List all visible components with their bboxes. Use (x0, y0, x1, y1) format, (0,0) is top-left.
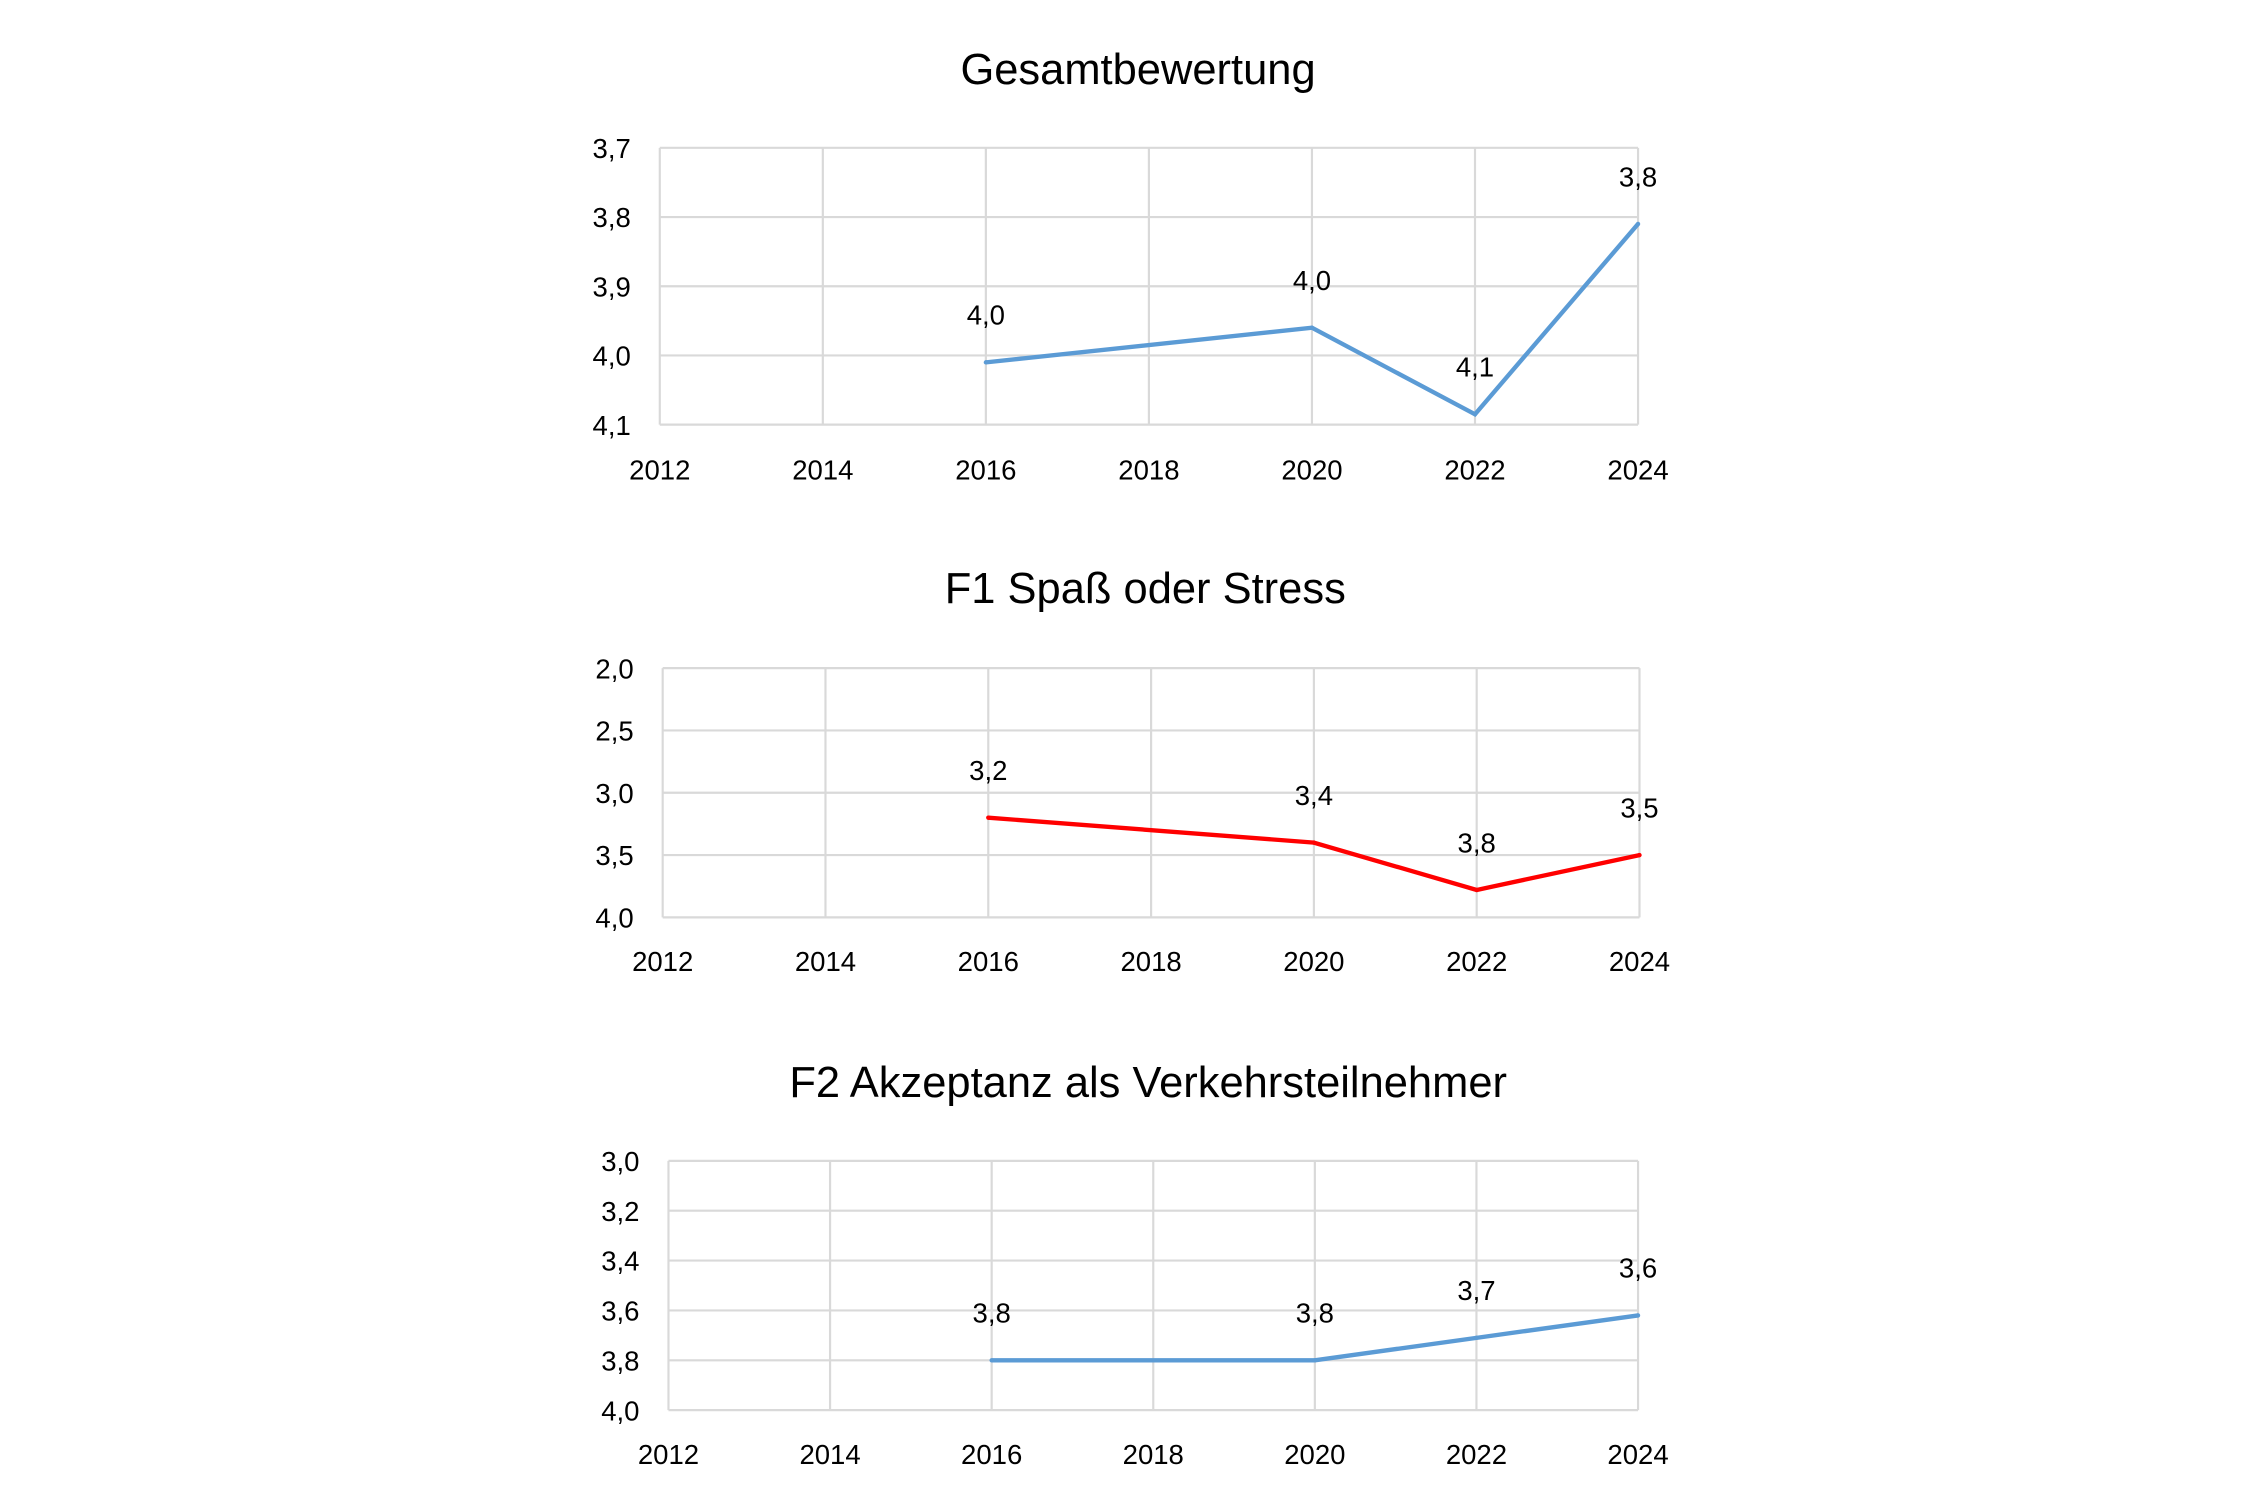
data-point (1312, 1358, 1318, 1363)
x-tick-label: 2020 (1283, 946, 1344, 977)
x-tick-label: 2014 (792, 455, 853, 486)
data-label: 3,2 (969, 755, 1007, 786)
x-tick-label: 2012 (632, 946, 693, 977)
data-point (1474, 887, 1479, 893)
data-label: 3,7 (1457, 1275, 1495, 1306)
data-point (1635, 1313, 1641, 1318)
chart-title: F2 Akzeptanz als Verkehrsteilnehmer (789, 1059, 1507, 1107)
data-label: 3,5 (1620, 792, 1658, 823)
x-tick-label: 2022 (1446, 1439, 1507, 1470)
series-line (988, 815, 1640, 893)
y-tick-label: 3,2 (601, 1196, 639, 1227)
x-tick-label: 2024 (1607, 1439, 1668, 1470)
x-tick-label: 2016 (961, 1439, 1022, 1470)
y-tick-label: 4,0 (595, 903, 633, 934)
data-point (1637, 852, 1642, 858)
data-point (1311, 840, 1317, 845)
data-point (989, 1358, 994, 1363)
x-tick-label: 2022 (1444, 455, 1505, 486)
x-tick-label: 2014 (799, 1439, 860, 1470)
chart-title: F1 Spaß oder Stress (945, 565, 1346, 613)
data-label: 4,0 (967, 300, 1005, 331)
x-tick-label: 2020 (1284, 1439, 1345, 1470)
data-label: 4,0 (1293, 265, 1331, 296)
y-tick-label: 3,8 (601, 1345, 639, 1376)
x-tick-label: 2018 (1118, 455, 1179, 486)
data-point (1474, 1335, 1479, 1341)
data-label: 3,8 (1619, 161, 1657, 192)
chart-2: F1 Spaß oder Stress 2,0 2,5 3,0 3,5 4,0 2012 20… (595, 565, 1670, 977)
x-tick-label: 2012 (638, 1439, 699, 1470)
y-tick-label: 4,0 (593, 341, 631, 372)
y-tick-label: 3,8 (593, 202, 631, 233)
x-tick-label: 2016 (958, 946, 1019, 977)
y-tick-label: 3,9 (593, 271, 631, 302)
series-line (991, 1313, 1639, 1363)
data-label: 3,8 (1458, 827, 1496, 858)
x-tick-label: 2018 (1120, 946, 1181, 977)
data-point (1309, 325, 1315, 330)
y-tick-label: 3,5 (595, 840, 633, 871)
y-tick-label: 2,0 (595, 653, 633, 684)
y-tick-label: 2,5 (595, 716, 633, 747)
x-tick-label: 2014 (795, 946, 856, 977)
data-point (983, 360, 989, 365)
x-tick-label: 2020 (1281, 455, 1342, 486)
y-tick-label: 3,0 (595, 778, 633, 809)
chart-title: Gesamtbewertung (960, 46, 1315, 94)
y-tick-label: 3,4 (601, 1246, 639, 1277)
y-tick-label: 3,6 (601, 1296, 639, 1327)
data-label: 4,1 (1456, 352, 1494, 383)
chart-1: Gesamtbewertung 3,7 3,8 3,9 4,0 4,1 2012 2014 20… (593, 46, 1669, 486)
data-point (986, 815, 991, 820)
x-tick-label: 2018 (1123, 1439, 1184, 1470)
y-tick-label: 3,0 (601, 1146, 639, 1177)
chart-3: F2 Akzeptanz als Verkehrsteilnehmer 3,0 3,… (601, 1059, 1668, 1470)
data-label: 3,6 (1619, 1253, 1657, 1284)
y-tick-label: 4,1 (593, 410, 631, 441)
x-tick-label: 2012 (629, 455, 690, 486)
y-tick-label: 3,7 (593, 133, 631, 164)
y-tick-label: 4,0 (601, 1395, 639, 1426)
series-line (985, 222, 1640, 417)
data-point (1472, 412, 1478, 417)
data-point (1635, 221, 1641, 227)
x-tick-label: 2024 (1607, 455, 1668, 486)
data-label: 3,4 (1295, 780, 1333, 811)
data-label: 3,8 (1296, 1298, 1334, 1329)
data-label: 3,8 (973, 1298, 1011, 1329)
x-tick-label: 2022 (1446, 946, 1507, 977)
x-tick-label: 2016 (955, 455, 1016, 486)
x-tick-label: 2024 (1609, 946, 1670, 977)
